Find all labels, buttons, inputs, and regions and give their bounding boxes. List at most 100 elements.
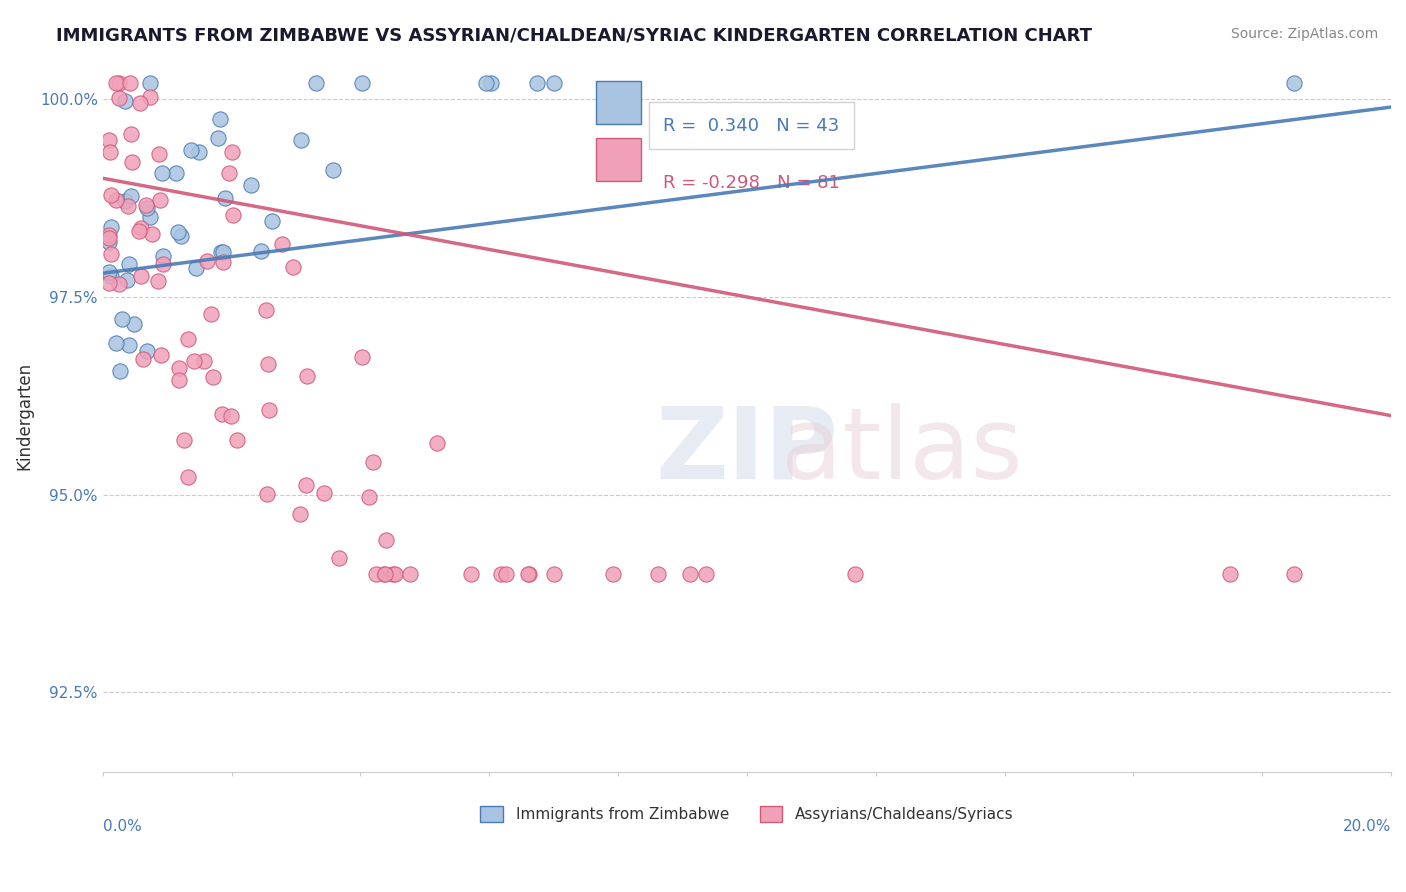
Point xyxy=(108,76,131,90)
Point xyxy=(212,244,235,259)
Point xyxy=(120,128,142,142)
Point xyxy=(184,261,207,276)
Point xyxy=(350,76,373,90)
Point xyxy=(98,145,121,159)
FancyBboxPatch shape xyxy=(596,81,641,124)
Point xyxy=(98,227,121,242)
Point xyxy=(114,194,136,209)
Point xyxy=(381,566,404,581)
Point xyxy=(135,198,157,212)
Point xyxy=(426,436,449,450)
Point xyxy=(211,255,233,269)
Point xyxy=(679,566,702,581)
Point xyxy=(148,274,170,288)
Point xyxy=(100,220,122,235)
Point xyxy=(150,166,173,180)
Point xyxy=(152,257,174,271)
Point xyxy=(167,361,190,376)
Point xyxy=(108,277,131,291)
Point xyxy=(98,265,121,279)
Point xyxy=(1219,566,1241,581)
Point xyxy=(121,189,143,203)
Point xyxy=(647,566,669,581)
Point xyxy=(221,145,243,160)
Point xyxy=(148,147,170,161)
Point xyxy=(219,409,242,424)
Point xyxy=(152,249,174,263)
Text: ZIP: ZIP xyxy=(655,402,838,500)
Text: atlas: atlas xyxy=(780,402,1022,500)
Point xyxy=(136,202,159,216)
Point xyxy=(128,224,150,238)
Legend: Immigrants from Zimbabwe, Assyrians/Chaldeans/Syriacs: Immigrants from Zimbabwe, Assyrians/Chal… xyxy=(474,800,1019,828)
Point xyxy=(105,336,128,351)
Point xyxy=(108,364,131,378)
Point xyxy=(193,354,215,368)
Point xyxy=(543,566,565,581)
Point xyxy=(312,485,335,500)
Point xyxy=(209,244,232,259)
Point xyxy=(132,352,155,367)
Point xyxy=(479,76,502,90)
Point xyxy=(107,90,129,104)
Y-axis label: Kindergarten: Kindergarten xyxy=(15,361,32,470)
FancyBboxPatch shape xyxy=(596,138,641,181)
Point xyxy=(173,434,195,448)
Point xyxy=(211,407,233,421)
Point xyxy=(322,163,344,178)
Text: R =  0.340   N = 43: R = 0.340 N = 43 xyxy=(664,117,839,135)
Point xyxy=(460,566,482,581)
Point xyxy=(374,566,396,581)
Point xyxy=(1284,566,1306,581)
Point xyxy=(602,566,624,581)
Point xyxy=(495,566,517,581)
Point xyxy=(100,268,122,283)
Point xyxy=(1284,76,1306,90)
Point xyxy=(122,318,145,332)
Point xyxy=(214,191,236,205)
Point xyxy=(259,402,281,417)
Point xyxy=(98,132,121,146)
Point xyxy=(283,260,305,274)
Text: IMMIGRANTS FROM ZIMBABWE VS ASSYRIAN/CHALDEAN/SYRIAC KINDERGARTEN CORRELATION CH: IMMIGRANTS FROM ZIMBABWE VS ASSYRIAN/CHA… xyxy=(56,27,1092,45)
Point xyxy=(98,276,121,290)
Point xyxy=(398,566,420,581)
Point xyxy=(177,331,200,345)
Point xyxy=(138,210,160,224)
Point xyxy=(167,373,190,387)
Point xyxy=(271,236,294,251)
Point xyxy=(149,193,172,207)
Point xyxy=(115,272,138,286)
Point xyxy=(114,94,136,108)
Point xyxy=(187,145,209,160)
Point xyxy=(129,221,152,235)
Point xyxy=(177,470,200,484)
Point xyxy=(361,455,384,469)
Point xyxy=(183,354,205,368)
Point xyxy=(288,507,311,521)
Point xyxy=(364,566,387,581)
Text: Source: ZipAtlas.com: Source: ZipAtlas.com xyxy=(1230,27,1378,41)
Point xyxy=(170,228,193,243)
Point xyxy=(207,130,229,145)
Point xyxy=(141,227,163,241)
Point xyxy=(290,133,312,147)
Point xyxy=(136,344,159,359)
Text: R = -0.298   N = 81: R = -0.298 N = 81 xyxy=(664,174,839,192)
Point xyxy=(262,213,284,227)
Point xyxy=(138,76,160,90)
Point xyxy=(352,350,374,364)
Point xyxy=(357,490,380,504)
Point xyxy=(118,337,141,351)
Point xyxy=(117,199,139,213)
Point xyxy=(375,533,398,547)
Point xyxy=(129,268,152,283)
Point xyxy=(257,357,280,371)
Point xyxy=(373,566,395,581)
Point xyxy=(105,194,128,208)
Point xyxy=(98,231,121,245)
Point xyxy=(526,76,548,90)
Point xyxy=(128,95,150,110)
Point xyxy=(218,166,240,180)
Point xyxy=(100,188,122,202)
